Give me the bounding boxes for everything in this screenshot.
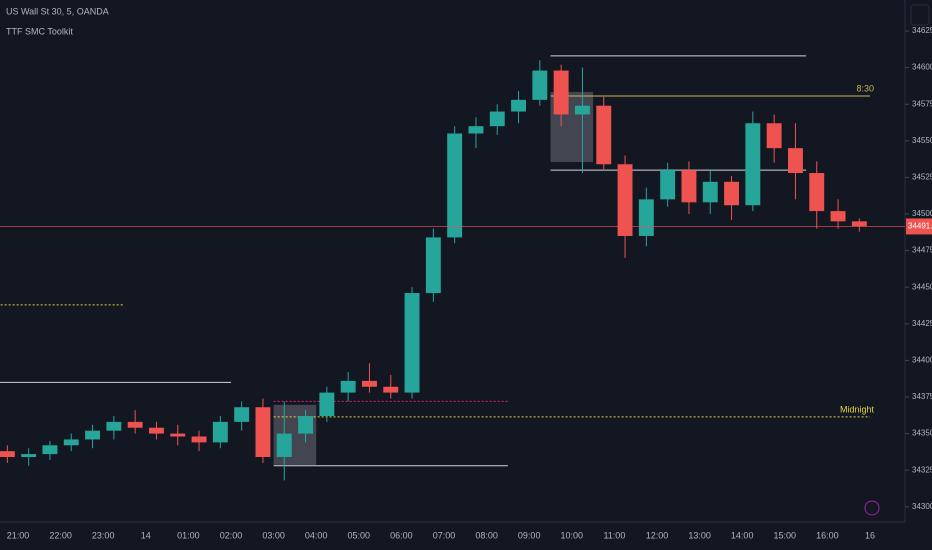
candle-body (85, 430, 101, 440)
x-tick-label: 23:00 (92, 530, 115, 540)
candle-body (638, 199, 654, 236)
candle-body (809, 173, 825, 212)
x-tick-label: 12:00 (646, 530, 669, 540)
x-tick-label: 05:00 (348, 530, 371, 540)
x-tick-label: 11:00 (603, 530, 625, 540)
candle-body (447, 133, 463, 238)
candle-body (361, 380, 377, 387)
candle-body (276, 433, 292, 458)
chart-title: US Wall St 30, 5, OANDA (6, 6, 109, 16)
candle-body (724, 181, 740, 206)
x-tick-label: 22:00 (49, 530, 72, 540)
settings-button[interactable] (910, 4, 930, 26)
candle-body (191, 436, 207, 443)
candle-body (148, 427, 164, 434)
candle-body (617, 164, 633, 236)
x-tick-label: 21:00 (7, 530, 30, 540)
y-tick-label: 34375.0 (912, 392, 932, 401)
candle-body (596, 105, 612, 165)
y-tick-label: 34575.0 (912, 99, 932, 108)
level-label: Midnight (840, 404, 875, 414)
y-tick-label: 34475.0 (912, 246, 932, 255)
y-tick-label: 34400.0 (912, 356, 932, 365)
y-tick-label: 34625.0 (912, 26, 932, 35)
y-tick-label: 34600.0 (912, 63, 932, 72)
x-tick-label: 13:00 (688, 530, 711, 540)
x-tick-label: 10:00 (561, 530, 584, 540)
candle-body (489, 111, 505, 127)
candle-body (681, 170, 697, 203)
y-tick-label: 34325.0 (912, 465, 932, 474)
candle-body (851, 221, 867, 227)
alert-icon[interactable] (864, 500, 880, 516)
candle-body (319, 392, 335, 417)
candle-body (0, 451, 15, 458)
candle-body (255, 407, 271, 458)
x-tick-label: 16:00 (816, 530, 839, 540)
level-label: 8:30 (856, 83, 874, 93)
candle-body (42, 445, 58, 455)
last-price-label: 34491.5 (908, 222, 932, 231)
candle-body (553, 70, 569, 115)
candle-body (830, 211, 846, 222)
candle-body (766, 123, 782, 149)
x-tick-label: 02:00 (220, 530, 243, 540)
candle-body (170, 433, 186, 437)
candle-body (212, 421, 228, 443)
candle-body (511, 99, 527, 112)
candle-body (574, 105, 590, 115)
candle-body (298, 416, 314, 434)
candle-body (234, 407, 250, 422)
x-tick-label: 15:00 (774, 530, 797, 540)
x-tick-label: 14:00 (731, 530, 754, 540)
candle-body (127, 421, 143, 428)
candle-body (63, 439, 79, 446)
candle-body (787, 148, 803, 174)
y-tick-label: 34350.0 (912, 429, 932, 438)
last-price-tag (906, 218, 932, 235)
y-tick-label: 34525.0 (912, 173, 932, 182)
candle-body (660, 170, 676, 200)
candle-body (745, 123, 761, 206)
x-tick-label: 04:00 (305, 530, 328, 540)
x-tick-label: 07:00 (433, 530, 456, 540)
candle-body (702, 181, 718, 203)
x-tick-label: 08:00 (475, 530, 498, 540)
y-tick-label: 34550.0 (912, 136, 932, 145)
x-tick-label: 09:00 (518, 530, 541, 540)
x-tick-label: 03:00 (262, 530, 285, 540)
indicator-name: TTF SMC Toolkit (6, 26, 73, 36)
y-tick-label: 34300.0 (912, 502, 932, 511)
candle-body (425, 237, 441, 294)
y-tick-label: 34450.0 (912, 282, 932, 291)
candle-body (468, 126, 484, 134)
candle-body (106, 421, 122, 431)
x-tick-label: 06:00 (390, 530, 413, 540)
y-tick-label: 34425.0 (912, 319, 932, 328)
x-tick-label: 16 (865, 530, 875, 540)
candle-body (404, 293, 420, 393)
candle-body (340, 380, 356, 393)
candle-body (532, 70, 548, 100)
x-tick-label: 14 (141, 530, 151, 540)
candle-body (21, 454, 37, 458)
x-tick-label: 01:00 (177, 530, 200, 540)
candle-body (383, 386, 399, 393)
y-tick-label: 34500.0 (912, 209, 932, 218)
